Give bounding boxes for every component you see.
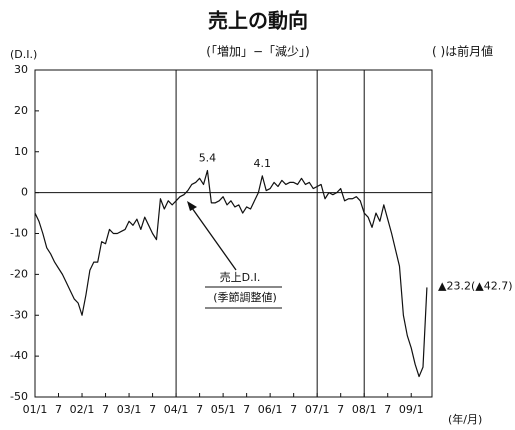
end-label: ▲23.2(▲42.7) <box>438 279 513 292</box>
annotation: 売上D.I. <box>220 271 261 284</box>
x-tick-label: 7 <box>149 403 156 416</box>
x-tick-label: 02/1 <box>70 403 95 416</box>
x-tick-label: 04/1 <box>164 403 189 416</box>
x-tick-label: 7 <box>384 403 391 416</box>
x-tick-label: 05/1 <box>211 403 236 416</box>
y-tick-label: 0 <box>21 186 28 199</box>
x-tick-label: 01/1 <box>23 403 48 416</box>
y-tick-label: 20 <box>14 104 28 117</box>
value-label: 5.4 <box>199 152 217 165</box>
y-axis-label: (D.I.) <box>10 48 37 61</box>
y-tick-label: -50 <box>10 390 28 403</box>
y-tick-label: -10 <box>10 227 28 240</box>
value-label: 4.1 <box>254 157 272 170</box>
chart-title: 売上の動向 <box>208 9 308 33</box>
x-tick-label: 7 <box>243 403 250 416</box>
x-tick-label: 07/1 <box>305 403 330 416</box>
x-tick-label: 03/1 <box>117 403 142 416</box>
y-tick-label: 10 <box>14 145 28 158</box>
y-tick-label: -20 <box>10 267 28 280</box>
plot-frame <box>34 69 433 398</box>
data-line <box>34 169 428 378</box>
x-tick-label: 06/1 <box>258 403 283 416</box>
annotation: (季節調整値) <box>213 290 277 304</box>
note: ( )は前月値 <box>432 44 493 59</box>
x-axis-label: (年/月) <box>448 412 482 426</box>
annotation-arrow <box>191 207 237 271</box>
arrow-head <box>187 201 197 211</box>
y-tick-label: -40 <box>10 349 28 362</box>
x-tick-label: 7 <box>196 403 203 416</box>
y-tick-label: -30 <box>10 308 28 321</box>
chart-subtitle: (「増加」−「減少」) <box>206 44 309 59</box>
x-tick-label: 7 <box>102 403 109 416</box>
x-tick-label: 7 <box>55 403 62 416</box>
x-tick-label: 7 <box>337 403 344 416</box>
x-tick-label: 7 <box>290 403 297 416</box>
y-tick-label: 30 <box>14 63 28 76</box>
x-tick-label: 08/1 <box>352 403 377 416</box>
x-tick-label: 09/1 <box>399 403 424 416</box>
